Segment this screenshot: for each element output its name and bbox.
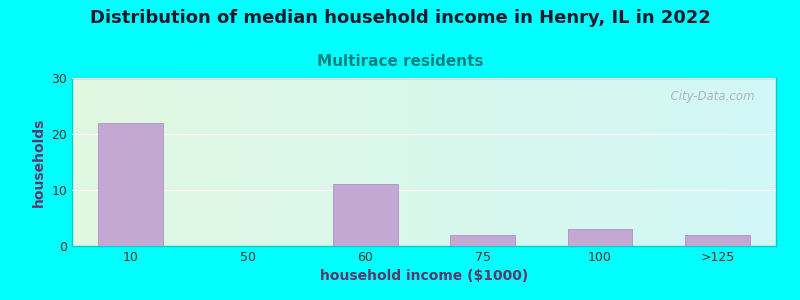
Text: Multirace residents: Multirace residents [317, 54, 483, 69]
X-axis label: household income ($1000): household income ($1000) [320, 269, 528, 284]
Bar [333, 184, 398, 246]
Bar [568, 229, 632, 246]
Bar [98, 123, 163, 246]
Bar [685, 235, 750, 246]
Bar [450, 235, 515, 246]
Text: Distribution of median household income in Henry, IL in 2022: Distribution of median household income … [90, 9, 710, 27]
Text: City-Data.com: City-Data.com [663, 90, 755, 103]
Y-axis label: households: households [32, 117, 46, 207]
